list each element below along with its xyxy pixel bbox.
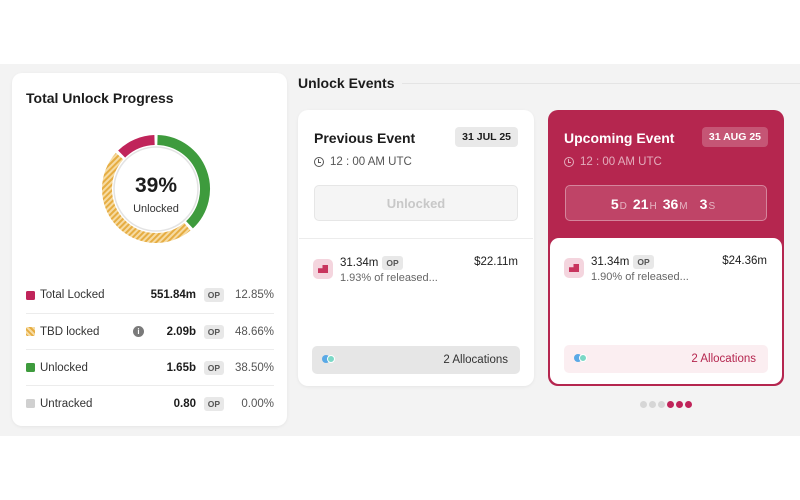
donut-segment-unlocked [157, 135, 210, 229]
pagination-dot[interactable] [658, 401, 665, 408]
legend-swatch-untracked [26, 399, 35, 408]
pagination-dot[interactable] [649, 401, 656, 408]
allocations-button[interactable]: 2 Allocations [312, 346, 520, 374]
legend-swatch-unlocked [26, 363, 35, 372]
legend-percent: 38.50% [234, 361, 274, 374]
unlock-percent-label: Unlocked [133, 203, 179, 215]
usd-value: $24.36m [722, 255, 767, 267]
legend-amount: 2.09b [166, 325, 196, 338]
countdown-unit: M [679, 201, 688, 212]
event-title: Previous Event [314, 130, 416, 146]
legend-label: Total Locked [40, 289, 105, 301]
token-badge: OP [203, 360, 224, 375]
legend-row-total-locked: Total Locked 551.84m OP 12.85% [26, 277, 274, 313]
unlock-events-heading: Unlock Events [298, 75, 395, 91]
countdown-hours: 21 [632, 196, 649, 212]
released-percent: 1.93% of released... [340, 272, 438, 284]
countdown-days: 5 [610, 196, 619, 212]
token-badge: OP [382, 256, 403, 270]
legend-amount: 551.84m [150, 289, 196, 301]
clock-icon [314, 157, 324, 167]
event-time-text: 12 : 00 AM UTC [330, 156, 412, 168]
legend-row-untracked: Untracked 0.80 OP 0.00% [26, 385, 274, 421]
legend-label: Untracked [40, 397, 93, 410]
token-badge: OP [203, 396, 224, 411]
unlock-progress-card: Total Unlock Progress 39% Unlocked Total… [12, 73, 287, 426]
legend-amount: 0.80 [173, 397, 196, 410]
token-amount-value: 31.34m [340, 257, 379, 269]
usd-value: $22.11m [474, 256, 518, 268]
token-amount: 31.34m OP [591, 255, 654, 269]
countdown-unit: H [649, 201, 657, 212]
event-card-body: 31.34m OP 1.90% of released... $24.36m 2… [550, 238, 782, 384]
legend-row-tbd-locked: TBD locked i 2.09b OP 48.66% [26, 313, 274, 349]
token-amount-value: 31.34m [591, 256, 630, 268]
event-time: 12 : 00 AM UTC [314, 156, 412, 168]
event-card-body: 31.34m OP 1.93% of released... $22.11m 2… [299, 238, 533, 384]
countdown-unit: S [708, 201, 716, 212]
token-amount: 31.34m OP [340, 256, 403, 270]
countdown-seconds: 3 [699, 196, 708, 212]
token-badge: OP [633, 255, 654, 269]
legend-swatch-locked [26, 290, 35, 300]
clock-icon [564, 157, 574, 167]
unlock-donut-chart [102, 135, 210, 243]
token-icon [313, 259, 333, 279]
donut-segment-tbd [102, 152, 191, 243]
allocation-dots-icon [322, 355, 338, 364]
previous-event-card[interactable]: Previous Event 31 JUL 25 12 : 00 AM UTC … [298, 110, 534, 386]
event-date-badge: 31 AUG 25 [701, 127, 768, 147]
allocations-label: 2 Allocations [691, 353, 756, 365]
event-card-header: Previous Event 31 JUL 25 12 : 00 AM UTC … [298, 110, 534, 238]
donut-inner-ring [113, 146, 199, 232]
carousel-pagination [640, 401, 692, 408]
countdown-minutes: 36 [662, 196, 679, 212]
event-date-badge: 31 JUL 25 [455, 127, 518, 147]
unlock-percent: 39% [134, 174, 178, 197]
unlocked-status-button: Unlocked [314, 185, 518, 221]
legend-percent: 12.85% [234, 289, 274, 301]
event-card-header: Upcoming Event 31 AUG 25 12 : 00 AM UTC … [548, 110, 784, 238]
countdown-unit: D [619, 201, 627, 212]
released-percent: 1.90% of released... [591, 271, 689, 283]
pagination-dot[interactable] [640, 401, 647, 408]
allocation-dots-icon [574, 354, 590, 363]
legend-amount: 1.65b [166, 361, 196, 374]
token-badge: OP [203, 324, 224, 339]
donut-segment-locked [118, 135, 155, 158]
legend-row-unlocked: Unlocked 1.65b OP 38.50% [26, 349, 274, 385]
info-icon[interactable]: i [133, 326, 144, 337]
event-time: 12 : 00 AM UTC [564, 156, 662, 168]
legend-label: TBD locked [40, 325, 100, 338]
legend-label: Unlocked [40, 361, 88, 374]
upcoming-event-card[interactable]: Upcoming Event 31 AUG 25 12 : 00 AM UTC … [548, 110, 784, 386]
legend-swatch-tbd [26, 327, 35, 336]
progress-title: Total Unlock Progress [26, 90, 174, 106]
legend-percent: 0.00% [241, 397, 274, 410]
event-time-text: 12 : 00 AM UTC [580, 156, 662, 168]
token-badge: OP [203, 288, 224, 302]
allocations-label: 2 Allocations [443, 354, 508, 366]
pagination-dot[interactable] [667, 401, 674, 408]
event-title: Upcoming Event [564, 130, 675, 146]
pagination-dot[interactable] [676, 401, 683, 408]
legend-percent: 48.66% [234, 325, 274, 338]
pagination-dot[interactable] [685, 401, 692, 408]
allocations-button[interactable]: 2 Allocations [564, 345, 768, 373]
token-icon [564, 258, 584, 278]
heading-divider [402, 83, 800, 84]
